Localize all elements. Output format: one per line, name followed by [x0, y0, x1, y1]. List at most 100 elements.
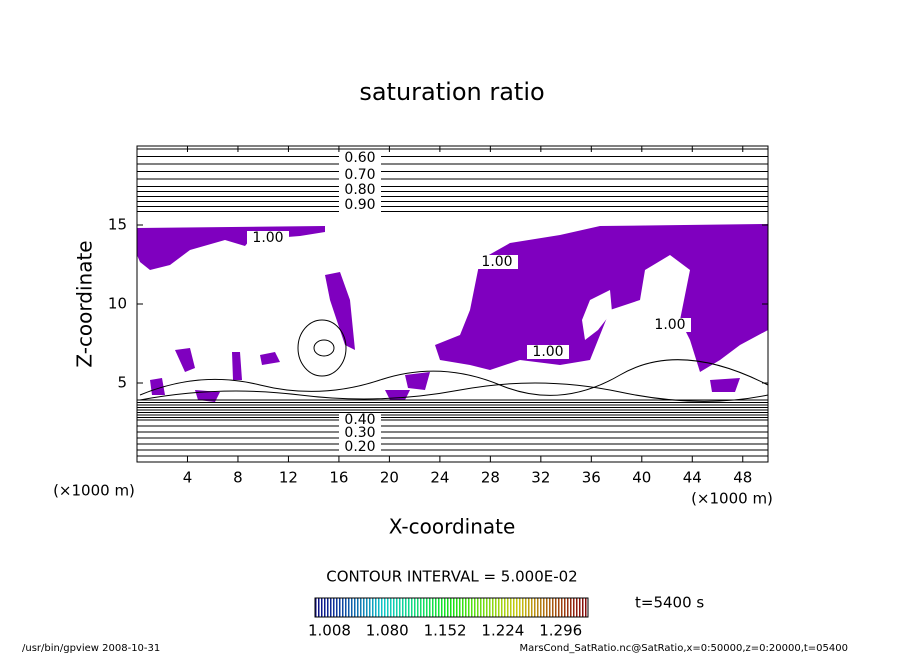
- colorbar-stripe: [552, 598, 554, 617]
- colorbar-stripe: [417, 598, 419, 617]
- colorbar-stripe: [549, 598, 551, 617]
- colorbar-stripe: [333, 598, 335, 617]
- colorbar-stripe: [540, 598, 542, 617]
- colorbar-stripe: [369, 598, 371, 617]
- y-tick-label: 5: [117, 374, 127, 392]
- contour-label: 1.00: [654, 317, 685, 333]
- colorbar-stripe: [519, 598, 521, 617]
- colorbar-tick-label: 1.296: [539, 622, 582, 640]
- colorbar-stripe: [561, 598, 563, 617]
- colorbar-stripe: [546, 598, 548, 617]
- colorbar-stripe: [579, 598, 581, 617]
- colorbar-stripe: [570, 598, 572, 617]
- colorbar-stripe: [468, 598, 470, 617]
- colorbar-stripe: [573, 598, 575, 617]
- x-tick-label: 28: [481, 469, 500, 487]
- colorbar-stripe: [393, 598, 395, 617]
- colorbar-stripe: [399, 598, 401, 617]
- x-axis-label: X-coordinate: [389, 515, 516, 539]
- colorbar-stripe: [474, 598, 476, 617]
- contour-line: [297, 319, 347, 377]
- colorbar-stripe: [447, 598, 449, 617]
- colorbar-stripe: [585, 598, 587, 617]
- colorbar-stripe: [330, 598, 332, 617]
- colorbar-stripe: [411, 598, 413, 617]
- colorbar-stripe: [420, 598, 422, 617]
- colorbar-stripe: [345, 598, 347, 617]
- colorbar-stripe: [384, 598, 386, 617]
- contour-label-bg: [339, 168, 381, 182]
- colorbar-tick-label: 1.224: [481, 622, 524, 640]
- colorbar-stripe: [498, 598, 500, 617]
- colorbar-stripe: [531, 598, 533, 617]
- colorbar-stripe: [525, 598, 527, 617]
- colorbar-stripe: [405, 598, 407, 617]
- colorbar-tick-label: 1.080: [366, 622, 409, 640]
- x-unit: (×1000 m): [691, 490, 773, 508]
- contour-line: [313, 339, 335, 357]
- colorbar-tick-label: 1.152: [424, 622, 467, 640]
- y-unit: (×1000 m): [53, 482, 135, 500]
- colorbar-stripe: [471, 598, 473, 617]
- contour-interval: CONTOUR INTERVAL = 5.000E-02: [326, 568, 577, 586]
- colorbar-stripe: [510, 598, 512, 617]
- colorbar-stripe: [576, 598, 578, 617]
- contour-label-bg: [339, 426, 381, 440]
- colorbar-stripe: [438, 598, 440, 617]
- colorbar-stripe: [354, 598, 356, 617]
- colorbar-stripe: [336, 598, 338, 617]
- contour-label: 1.00: [481, 254, 512, 270]
- colorbar-stripe: [378, 598, 380, 617]
- colorbar-stripe: [537, 598, 539, 617]
- colorbar-stripe: [414, 598, 416, 617]
- colorbar-stripe: [387, 598, 389, 617]
- colorbar-stripe: [528, 598, 530, 617]
- colorbar-stripe: [459, 598, 461, 617]
- region: [150, 348, 740, 402]
- contour-label-bg: [339, 183, 381, 197]
- colorbar-stripe: [582, 598, 584, 617]
- colorbar-stripe: [339, 598, 341, 617]
- colorbar-stripe: [564, 598, 566, 617]
- colorbar-stripe: [426, 598, 428, 617]
- colorbar-stripe: [504, 598, 506, 617]
- x-tick-label: 8: [233, 469, 243, 487]
- colorbar-stripe: [390, 598, 392, 617]
- colorbar-stripe: [453, 598, 455, 617]
- colorbar-stripe: [522, 598, 524, 617]
- x-tick-label: 12: [279, 469, 298, 487]
- contour-label-bg: [527, 345, 569, 359]
- colorbar-stripe: [348, 598, 350, 617]
- contour-label: 0.20: [344, 439, 375, 455]
- region: [325, 272, 355, 350]
- colorbar-stripe: [483, 598, 485, 617]
- colorbar-stripe: [408, 598, 410, 617]
- colorbar-stripe: [366, 598, 368, 617]
- contour-label-bg: [649, 318, 691, 332]
- colorbar-stripe: [435, 598, 437, 617]
- x-tick-label: 48: [733, 469, 752, 487]
- contour-line: [139, 359, 769, 396]
- x-tick-label: 20: [380, 469, 399, 487]
- colorbar-stripe: [444, 598, 446, 617]
- contour-label: 0.60: [344, 150, 375, 166]
- x-tick-label: 44: [683, 469, 702, 487]
- colorbar-stripe: [477, 598, 479, 617]
- colorbar-tick-label: 1.008: [308, 622, 351, 640]
- contour-label-bg: [247, 231, 289, 245]
- contour-label-bg: [339, 198, 381, 212]
- colorbar-stripe: [534, 598, 536, 617]
- contour-label: 0.90: [344, 197, 375, 213]
- colorbar-stripe: [555, 598, 557, 617]
- colorbar-stripe: [513, 598, 515, 617]
- colorbar-stripe: [429, 598, 431, 617]
- colorbar-stripe: [465, 598, 467, 617]
- colorbar-stripe: [456, 598, 458, 617]
- colorbar-stripe: [450, 598, 452, 617]
- colorbar-stripe: [321, 598, 323, 617]
- colorbar-stripe: [492, 598, 494, 617]
- colorbar-stripe: [351, 598, 353, 617]
- colorbar-stripe: [495, 598, 497, 617]
- colorbar-stripe: [423, 598, 425, 617]
- contour-label-bg: [339, 440, 381, 454]
